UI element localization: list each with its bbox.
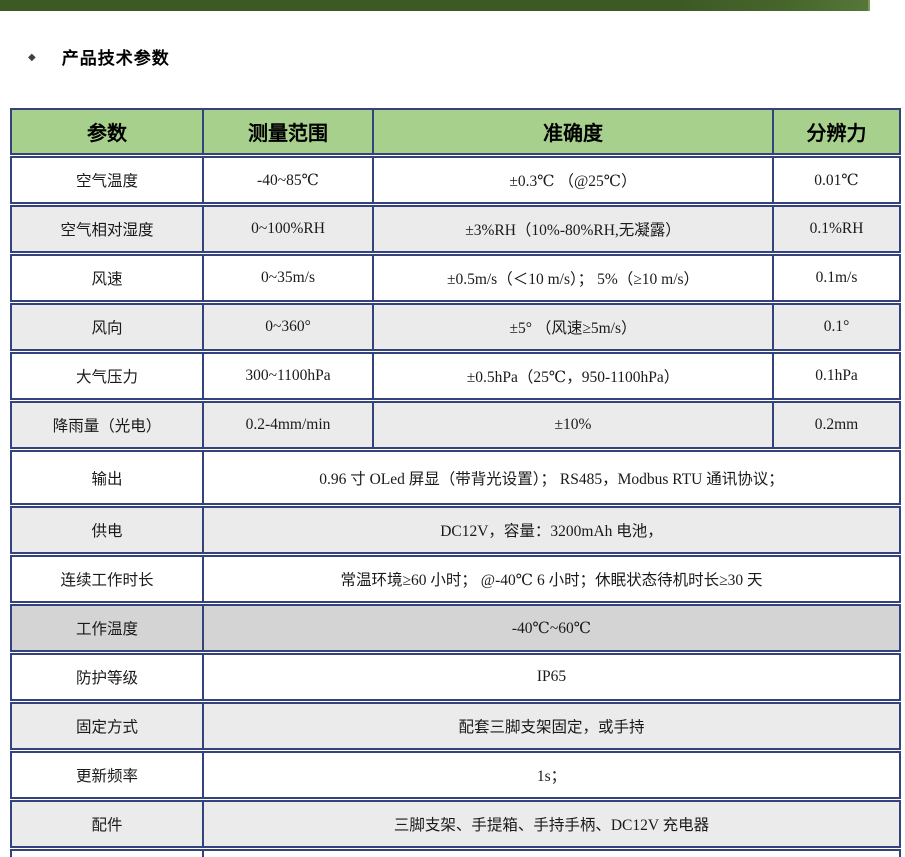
table-row: 降雨量（光电） 0.2-4mm/min ±10% 0.2mm	[10, 400, 901, 452]
table-row: 供电 DC12V，容量：3200mAh 电池，	[10, 505, 901, 557]
table-row: 空气相对湿度 0~100%RH ±3%RH（10%-80%RH,无凝露） 0.1…	[10, 204, 901, 256]
param-cell: 风速	[10, 253, 204, 305]
resolution-cell: 0.1°	[772, 302, 901, 354]
accuracy-cell: ±0.5m/s（＜10 m/s）； 5%（≥10 m/s）	[372, 253, 774, 305]
value-cell: DC12V，容量：3200mAh 电池，	[202, 505, 901, 557]
accuracy-cell: ±5° （风速≥5m/s）	[372, 302, 774, 354]
header-cell-resolution: 分辨力	[772, 109, 901, 158]
param-cell: 接线定义	[10, 848, 204, 857]
param-cell: 风向	[10, 302, 204, 354]
resolution-cell: 0.1m/s	[772, 253, 901, 305]
param-cell: 空气温度	[10, 155, 204, 207]
table-header-row: 参数 测量范围 准确度 分辨力	[10, 109, 901, 158]
resolution-cell: 0.1%RH	[772, 204, 901, 256]
value-cell: 常温环境≥60 小时； @-40℃ 6 小时；休眠状态待机时长≥30 天	[202, 554, 901, 606]
param-cell: 降雨量（光电）	[10, 400, 204, 452]
param-cell: 工作温度	[10, 603, 204, 655]
range-cell: 300~1100hPa	[202, 351, 374, 403]
resolution-cell: 0.01℃	[772, 155, 901, 207]
table-row: 更新频率 1s；	[10, 750, 901, 802]
table-row: 输出 0.96 寸 OLed 屏显（带背光设置）； RS485，Modbus R…	[10, 449, 901, 508]
table-row: 固定方式 配套三脚支架固定，或手持	[10, 701, 901, 753]
spec-table: 参数 测量范围 准确度 分辨力 空气温度 -40~85℃ ±0.3℃ （@25℃…	[10, 108, 901, 857]
value-cell: 红：电源正极； 黑：电源负极； 黄：RS485A； 蓝：RS485B	[202, 848, 901, 857]
value-cell: -40℃~60℃	[202, 603, 901, 655]
header-cell-parameter: 参数	[10, 109, 204, 158]
param-cell: 更新频率	[10, 750, 204, 802]
param-cell: 供电	[10, 505, 204, 557]
table-row: 空气温度 -40~85℃ ±0.3℃ （@25℃） 0.01℃	[10, 155, 901, 207]
accuracy-cell: ±0.5hPa（25℃，950-1100hPa）	[372, 351, 774, 403]
accuracy-cell: ±10%	[372, 400, 774, 452]
value-cell: 0.96 寸 OLed 屏显（带背光设置）； RS485，Modbus RTU …	[202, 449, 901, 508]
value-cell: 三脚支架、手提箱、手持手柄、DC12V 充电器	[202, 799, 901, 851]
range-cell: 0~100%RH	[202, 204, 374, 256]
range-cell: 0.2-4mm/min	[202, 400, 374, 452]
param-cell: 配件	[10, 799, 204, 851]
table-row: 风速 0~35m/s ±0.5m/s（＜10 m/s）； 5%（≥10 m/s）…	[10, 253, 901, 305]
diamond-bullet-icon: ◆	[28, 51, 36, 63]
param-cell: 固定方式	[10, 701, 204, 753]
range-cell: -40~85℃	[202, 155, 374, 207]
param-cell: 防护等级	[10, 652, 204, 704]
param-cell: 连续工作时长	[10, 554, 204, 606]
table-row: 风向 0~360° ±5° （风速≥5m/s） 0.1°	[10, 302, 901, 354]
accuracy-cell: ±0.3℃ （@25℃）	[372, 155, 774, 207]
table-row: 连续工作时长 常温环境≥60 小时； @-40℃ 6 小时；休眠状态待机时长≥3…	[10, 554, 901, 606]
param-cell: 空气相对湿度	[10, 204, 204, 256]
param-cell: 大气压力	[10, 351, 204, 403]
param-cell: 输出	[10, 449, 204, 508]
table-row: 防护等级 IP65	[10, 652, 901, 704]
table-row: 接线定义 红：电源正极； 黑：电源负极； 黄：RS485A； 蓝：RS485B	[10, 848, 901, 857]
resolution-cell: 0.1hPa	[772, 351, 901, 403]
table-row: 工作温度 -40℃~60℃	[10, 603, 901, 655]
section-title-row: ◆ 产品技术参数	[28, 44, 170, 69]
accuracy-cell: ±3%RH（10%-80%RH,无凝露）	[372, 204, 774, 256]
resolution-cell: 0.2mm	[772, 400, 901, 452]
range-cell: 0~360°	[202, 302, 374, 354]
value-cell: IP65	[202, 652, 901, 704]
value-cell: 配套三脚支架固定，或手持	[202, 701, 901, 753]
table-row: 配件 三脚支架、手提箱、手持手柄、DC12V 充电器	[10, 799, 901, 851]
header-cell-range: 测量范围	[202, 109, 374, 158]
value-cell: 1s；	[202, 750, 901, 802]
range-cell: 0~35m/s	[202, 253, 374, 305]
slide-accent-bar	[0, 0, 870, 11]
table-row: 大气压力 300~1100hPa ±0.5hPa（25℃，950-1100hPa…	[10, 351, 901, 403]
page-title: 产品技术参数	[61, 49, 170, 68]
header-cell-accuracy: 准确度	[372, 109, 774, 158]
